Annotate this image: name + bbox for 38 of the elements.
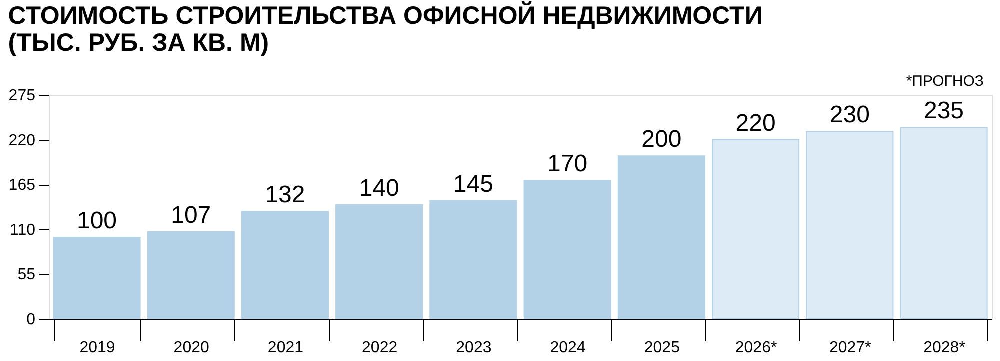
chart-title: СТОИМОСТЬ СТРОИТЕЛЬСТВА ОФИСНОЙ НЕДВИЖИМОСТИ (ТЫС. РУБ. ЗА КВ. М) [8, 1, 763, 57]
data-label: 132 [265, 181, 306, 208]
bar [524, 180, 612, 320]
data-label: 100 [76, 208, 118, 235]
x-tick-label: 2025 [644, 340, 680, 356]
data-label: 145 [453, 170, 494, 198]
bar [430, 200, 518, 320]
bar [712, 139, 800, 320]
data-label: 220 [736, 110, 776, 137]
x-tick-label: 2019 [80, 340, 116, 356]
bar [336, 204, 424, 320]
y-tick-label: 275 [8, 88, 36, 104]
x-tick-label: 2021 [268, 340, 304, 356]
x-tick-label: 2020 [174, 340, 210, 356]
bar [900, 127, 988, 320]
x-tick-label: 2028* [924, 340, 966, 356]
data-label: 230 [830, 102, 870, 129]
data-label: 235 [924, 98, 964, 125]
data-label: 170 [548, 150, 588, 178]
bar [806, 131, 894, 320]
data-label: 107 [171, 202, 212, 229]
data-label: 200 [642, 126, 682, 154]
y-tick-label: 0 [26, 312, 36, 328]
y-tick-label: 165 [8, 177, 36, 194]
x-tick-label: 2022 [362, 340, 398, 356]
y-tick-label: 110 [10, 222, 36, 239]
bar [53, 237, 141, 320]
y-tick-label: 55 [18, 266, 36, 284]
text: *ПРОГНОЗ [906, 73, 984, 90]
y-tick-label: 220 [8, 132, 36, 150]
x-tick-label: 2027* [829, 340, 872, 356]
data-label: 140 [359, 174, 400, 202]
x-tick-label: 2026* [735, 340, 778, 356]
bar [618, 156, 706, 320]
x-tick-label: 2023 [456, 340, 492, 356]
bar [241, 210, 330, 320]
bar [147, 231, 235, 320]
x-tick-label: 2024 [550, 340, 586, 356]
